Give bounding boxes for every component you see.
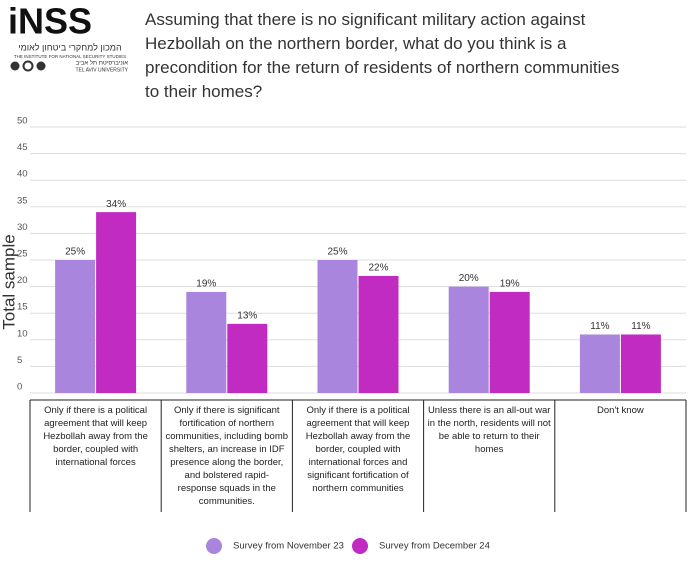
bar bbox=[579, 334, 620, 393]
bar bbox=[489, 291, 530, 393]
logo-university-hebrew: אוניברסיטת תל אביב bbox=[76, 59, 128, 67]
bar bbox=[620, 334, 661, 393]
data-label: 22% bbox=[368, 263, 388, 274]
x-tick-label: Don't know bbox=[597, 405, 644, 416]
y-tick-label: 25 bbox=[17, 249, 28, 260]
logo-dot bbox=[10, 61, 20, 71]
y-tick-label: 30 bbox=[17, 222, 28, 233]
data-label: 13% bbox=[237, 310, 257, 321]
y-axis-label: Total sample bbox=[0, 234, 18, 329]
y-tick-label: 15 bbox=[17, 302, 28, 313]
x-tick-label: Unless there is an all-out war in the no… bbox=[427, 405, 551, 455]
logo-dot bbox=[22, 60, 34, 72]
data-label: 19% bbox=[196, 279, 216, 290]
y-tick-label: 40 bbox=[17, 169, 28, 180]
legend-label: Survey from December 24 bbox=[379, 541, 490, 552]
logo-hebrew: המכון למחקרי ביטחון לאומי bbox=[18, 42, 121, 52]
y-tick-label: 0 bbox=[17, 382, 22, 393]
y-tick-label: 45 bbox=[17, 142, 28, 153]
y-tick-label: 20 bbox=[17, 275, 28, 286]
y-tick-label: 5 bbox=[17, 355, 22, 366]
data-label: 19% bbox=[500, 279, 520, 290]
legend-marker bbox=[206, 538, 222, 554]
x-tick-label: Only if there is a political agreement t… bbox=[43, 405, 148, 468]
data-label: 25% bbox=[65, 247, 85, 258]
y-tick-label: 50 bbox=[17, 116, 28, 127]
x-tick-label: Only if there is significant fortificati… bbox=[165, 405, 289, 507]
chart-title: Assuming that there is no significant mi… bbox=[145, 10, 620, 101]
x-tick-label: Only if there is a political agreement t… bbox=[305, 405, 411, 494]
data-label: 34% bbox=[106, 199, 126, 210]
data-label: 20% bbox=[459, 273, 479, 284]
bar bbox=[96, 212, 137, 393]
legend-label: Survey from November 23 bbox=[233, 541, 344, 552]
logo-university: TEL AVIV UNIVERSITY bbox=[75, 67, 128, 73]
logo-dot bbox=[36, 61, 46, 71]
y-tick-label: 10 bbox=[17, 328, 28, 339]
y-tick-label: 35 bbox=[17, 195, 28, 206]
data-label: 11% bbox=[590, 321, 609, 332]
bar bbox=[186, 291, 227, 393]
bar bbox=[358, 275, 399, 393]
logo-name: iNSS bbox=[8, 1, 92, 42]
data-label: 25% bbox=[327, 247, 347, 258]
bar bbox=[55, 260, 96, 393]
bar bbox=[448, 286, 489, 393]
data-label: 11% bbox=[631, 321, 650, 332]
logo-english: THE INSTITUTE FOR NATIONAL SECURITY STUD… bbox=[14, 54, 126, 59]
legend-marker bbox=[352, 538, 368, 554]
bar bbox=[227, 323, 268, 393]
bar bbox=[317, 260, 358, 393]
